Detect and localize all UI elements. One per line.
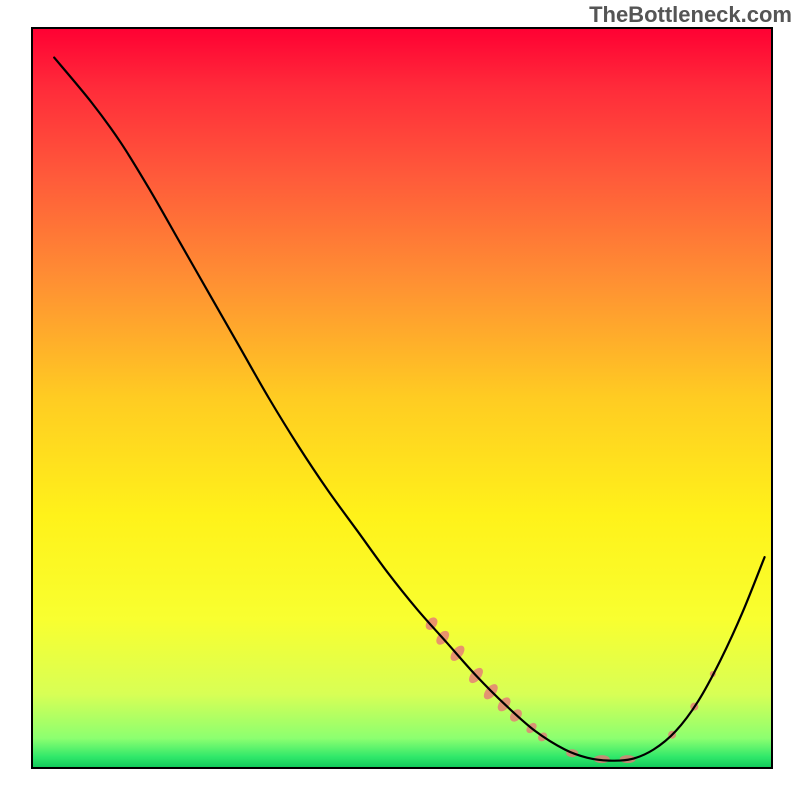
watermark-text: TheBottleneck.com bbox=[589, 2, 792, 28]
gradient-background bbox=[32, 28, 772, 768]
bottleneck-curve-chart bbox=[0, 0, 800, 800]
chart-container: TheBottleneck.com bbox=[0, 0, 800, 800]
